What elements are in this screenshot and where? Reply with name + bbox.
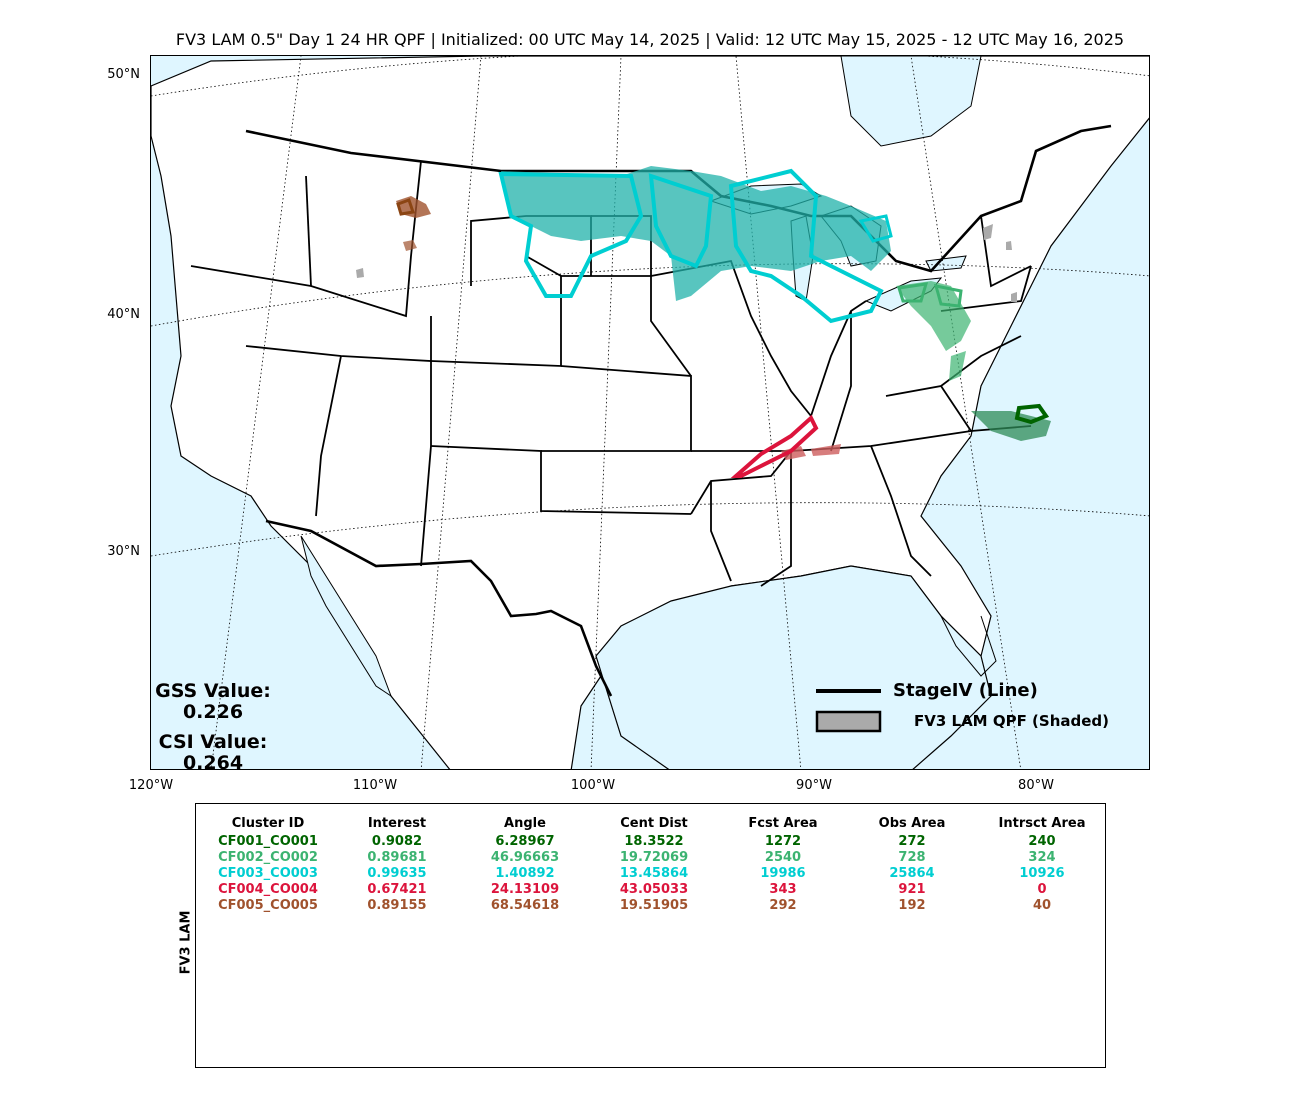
cluster2-forecast-area bbox=[896, 281, 971, 351]
table-cell-angle: 46.96663 bbox=[490, 850, 560, 865]
cluster3-forecast-area bbox=[501, 166, 891, 301]
table-cell-angle: 24.13109 bbox=[490, 882, 560, 897]
table-cell-fcst-area: 1272 bbox=[764, 834, 802, 849]
header-angle: Angle bbox=[504, 816, 546, 831]
map-title: FV3 LAM 0.5" Day 1 24 HR QPF | Initializ… bbox=[175, 30, 1125, 49]
table-cell-interest: 0.99635 bbox=[367, 866, 427, 881]
table-cell-obs-area: 728 bbox=[898, 850, 926, 865]
gss-value: 0.226 bbox=[182, 701, 244, 723]
table-cell-fcst-area: 2540 bbox=[764, 850, 802, 865]
table-cell-cent-dist: 13.45864 bbox=[619, 866, 689, 881]
table-cell-intrsct-area: 40 bbox=[1032, 898, 1052, 913]
florida-coast bbox=[940, 615, 997, 677]
cluster3-observed-outline-4 bbox=[858, 214, 893, 243]
header-interest: Interest bbox=[367, 816, 427, 831]
cluster3-observed-outline-3 bbox=[728, 168, 884, 324]
table-cell-angle: 1.40892 bbox=[495, 866, 555, 881]
cluster2-forecast-area-2 bbox=[949, 351, 966, 381]
table-cell-fcst-area: 343 bbox=[769, 882, 797, 897]
lon-label-80: 80°W bbox=[1018, 778, 1054, 793]
table-cell-cluster-id: CF003_CO003 bbox=[218, 866, 318, 881]
table-cell-interest: 0.89681 bbox=[367, 850, 427, 865]
header-cluster-id: Cluster ID bbox=[231, 816, 305, 831]
table-cell-intrsct-area: 240 bbox=[1028, 834, 1056, 849]
lat-label-50: 50°N bbox=[107, 67, 140, 82]
cluster4-observed-outline bbox=[730, 414, 819, 478]
header-cent-dist: Cent Dist bbox=[620, 816, 688, 831]
table-cell-intrsct-area: 0 bbox=[1037, 882, 1047, 897]
map-canvas bbox=[151, 56, 1149, 769]
cluster3-observed-outline-2 bbox=[648, 173, 714, 269]
unmatched-features bbox=[356, 224, 1017, 302]
map-panel[interactable]: GSS Value: 0.226 CSI Value: 0.264 StageI… bbox=[150, 55, 1150, 770]
lat-label-30: 30°N bbox=[107, 544, 140, 559]
table-cell-cent-dist: 18.3522 bbox=[624, 834, 684, 849]
state-boundaries bbox=[190, 160, 1032, 587]
table-cell-obs-area: 921 bbox=[898, 882, 926, 897]
header-obs-area: Obs Area bbox=[878, 816, 946, 831]
cluster3-observed-outline bbox=[498, 171, 644, 298]
table-cell-obs-area: 192 bbox=[898, 898, 926, 913]
legend-line-label: StageIV (Line) bbox=[893, 680, 1038, 701]
table-cell-interest: 0.89155 bbox=[367, 898, 427, 913]
cluster1-observed-outline bbox=[1014, 403, 1050, 425]
table-cell-fcst-area: 292 bbox=[769, 898, 797, 913]
lon-label-100: 100°W bbox=[570, 778, 616, 793]
table-cell-cluster-id: CF005_CO005 bbox=[218, 898, 318, 913]
csi-label: CSI Value: bbox=[158, 731, 268, 753]
table-cell-intrsct-area: 10926 bbox=[1019, 866, 1065, 881]
legend-shaded-swatch bbox=[815, 710, 882, 733]
legend-shaded-label: FV3 LAM QPF (Shaded) bbox=[914, 712, 1110, 730]
table-cell-cent-dist: 43.05033 bbox=[619, 882, 689, 897]
table-side-label: FV3 LAM bbox=[178, 910, 194, 975]
table-cell-cluster-id: CF001_CO001 bbox=[218, 834, 318, 849]
cluster1-forecast-area bbox=[971, 411, 1051, 441]
cluster5-observed-outline bbox=[396, 198, 415, 216]
us-mexico-border bbox=[265, 519, 613, 697]
table-cell-cluster-id: CF004_CO004 bbox=[218, 882, 318, 897]
table-cell-interest: 0.67421 bbox=[367, 882, 427, 897]
table-cell-obs-area: 272 bbox=[898, 834, 926, 849]
table-cell-intrsct-area: 324 bbox=[1028, 850, 1056, 865]
gss-label: GSS Value: bbox=[155, 680, 271, 702]
lon-label-90: 90°W bbox=[796, 778, 832, 793]
cluster5-forecast-area-2 bbox=[403, 240, 417, 251]
cluster-stats-table: Cluster ID Interest Angle Cent Dist Fcst… bbox=[195, 803, 1106, 1068]
table-cell-fcst-area: 19986 bbox=[760, 866, 806, 881]
gulf-of-california bbox=[300, 535, 393, 698]
csi-value: 0.264 bbox=[182, 752, 244, 770]
cluster2-observed-outline bbox=[897, 282, 963, 308]
table-cell-cent-dist: 19.51905 bbox=[619, 898, 689, 913]
hudson-bay bbox=[840, 56, 982, 147]
table-cell-angle: 6.28967 bbox=[495, 834, 555, 849]
table-cell-cent-dist: 19.72069 bbox=[619, 850, 689, 865]
lon-label-120: 120°W bbox=[128, 778, 174, 793]
lon-label-110: 110°W bbox=[352, 778, 398, 793]
table-cell-obs-area: 25864 bbox=[889, 866, 935, 881]
table-cell-cluster-id: CF002_CO002 bbox=[218, 850, 318, 865]
table-cell-angle: 68.54618 bbox=[490, 898, 560, 913]
header-intrsct-area: Intrsct Area bbox=[998, 816, 1086, 831]
header-fcst-area: Fcst Area bbox=[748, 816, 818, 831]
lat-label-40: 40°N bbox=[107, 307, 140, 322]
table-cell-interest: 0.9082 bbox=[371, 834, 423, 849]
